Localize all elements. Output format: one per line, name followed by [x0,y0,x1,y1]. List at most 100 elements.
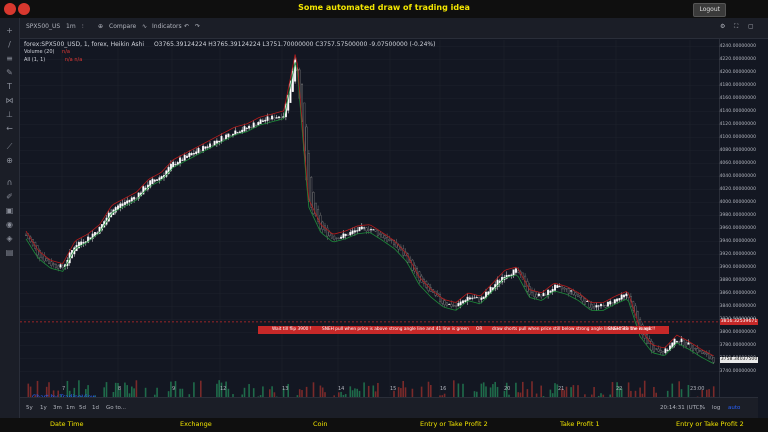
text-icon[interactable]: T [7,82,12,91]
indicators-button[interactable]: Indicators [152,23,182,30]
gear-icon[interactable]: ⚙ [720,23,726,30]
candle-body [692,345,695,351]
crosshair-icon[interactable]: + [6,26,13,35]
banner-magic: SNEH See the magic!! [608,327,656,332]
auto-toggle[interactable]: auto [728,405,741,411]
legend-series[interactable]: forex:SPX500_USD, 1, forex, Heikin Ashi [24,41,145,48]
trash-icon[interactable]: ▤ [5,248,14,257]
log-toggle[interactable]: log [712,405,721,411]
range-1y[interactable]: 1y [40,405,47,411]
candle-body [439,294,442,302]
candle-body [195,151,198,154]
arrow-icon[interactable]: ← [6,124,13,133]
goto-button[interactable]: Go to... [106,405,127,411]
price-chart[interactable] [0,18,768,418]
candle-body [517,270,520,273]
percent-toggle[interactable]: % [700,405,706,411]
candle-body [326,227,329,237]
candle-body [443,300,446,306]
range-1d[interactable]: 1d [92,405,99,411]
layers-icon[interactable]: ◈ [6,234,13,243]
lock-icon[interactable]: ▣ [5,206,14,215]
candle-body [370,229,373,231]
candle-body [402,248,405,256]
candle-body [176,162,179,165]
candle-body [496,279,499,287]
candle-body [547,289,550,296]
chart-style-icon[interactable]: ⫶ [82,23,84,30]
legend-volume: Volume (20) n/a [24,49,70,55]
candle-body [514,268,517,273]
candle-body [252,122,255,128]
candle-body [351,230,354,234]
symbol-search[interactable]: SPX500_US [26,23,61,30]
snapshot-icon[interactable]: ▢ [748,23,754,30]
indicators-icon[interactable]: ∿ [142,23,148,30]
candle-body [376,230,379,236]
interval-select[interactable]: 1m [66,23,76,30]
candle-body [215,140,218,144]
hide-icon[interactable]: ◉ [6,220,13,229]
range-3m[interactable]: 3m [53,405,62,411]
chart-panel: + / ≡ ✎ T ⋈ ⊥ ← ⟋ ⊕ ∩ ✐ ▣ ◉ ◈ ▤ SPX500_U… [0,18,768,418]
measure-icon[interactable]: ⟋ [6,142,13,151]
candle-body [381,233,384,238]
trade-idea-banner: Wait till flip 3900 ! SNEH pull when pri… [258,326,669,334]
candle-body [48,259,51,264]
compare-icon[interactable]: ⊕ [98,23,104,30]
app-logo-icon[interactable] [4,3,16,15]
candle-body [678,341,681,343]
range-5d[interactable]: 5d [79,405,86,411]
ma-line-green [25,62,714,365]
candle-body [197,147,200,153]
compare-button[interactable]: Compare [109,23,137,30]
logout-button[interactable]: Logout [693,3,726,17]
volume-label[interactable]: Volume (20) [24,49,55,55]
fullscreen-icon[interactable]: ⛶ [734,23,739,30]
candle-body [565,288,568,290]
candle-body [172,161,175,168]
candle-body [650,341,653,351]
candle-body [208,143,211,148]
candle-body [77,242,80,249]
candle-body [689,343,692,349]
trendline-icon[interactable]: / [8,40,11,49]
candle-body [616,298,619,302]
time-axis[interactable]: 7 8 9 12 13 14 15 16 20 21 22 23:00 [20,384,720,396]
legend-ohlc: O3765.39124224 H3765.39124224 L3751.7000… [153,41,436,48]
candle-body [505,274,508,279]
undo-icon[interactable]: ↶ [184,23,190,30]
all-label[interactable]: All (1, 1) [24,57,46,63]
candle-body [347,234,350,236]
candle-body [445,302,448,306]
forecast-icon[interactable]: ⊥ [6,110,13,119]
fib-icon[interactable]: ≡ [6,54,13,63]
drawing-toolbar: + / ≡ ✎ T ⋈ ⊥ ← ⟋ ⊕ ∩ ✐ ▣ ◉ ◈ ▤ [0,18,20,418]
candle-body [192,153,195,155]
range-1m[interactable]: 1m [66,405,75,411]
magnet-icon[interactable]: ∩ [6,178,13,187]
candle-body [544,294,547,296]
candle-body [478,297,481,302]
candle-body [261,120,264,122]
price-axis[interactable]: 4240.00000000 4220.00000000 4200.00000000 4… [719,38,758,402]
candle-body [167,167,170,174]
range-5y[interactable]: 5y [26,405,33,411]
brush-icon[interactable]: ✎ [6,68,13,77]
candle-body [652,345,655,352]
candle-body [280,117,283,119]
redo-icon[interactable]: ↷ [195,23,201,30]
candle-body [61,265,64,269]
settings-icon[interactable] [18,3,30,15]
stay-drawing-icon[interactable]: ✐ [6,192,13,201]
time-tick-label: 21 [558,386,565,392]
candle-body [611,302,614,304]
candle-body [512,269,515,276]
candle-body [363,227,366,229]
candle-body [464,300,467,303]
footer-bar: Date Time Exchange Coin Entry or Take Pr… [0,418,768,432]
time-tick-label: 7 [62,386,66,392]
candle-body [206,146,209,148]
zoom-icon[interactable]: ⊕ [6,156,13,165]
pattern-icon[interactable]: ⋈ [5,96,14,105]
